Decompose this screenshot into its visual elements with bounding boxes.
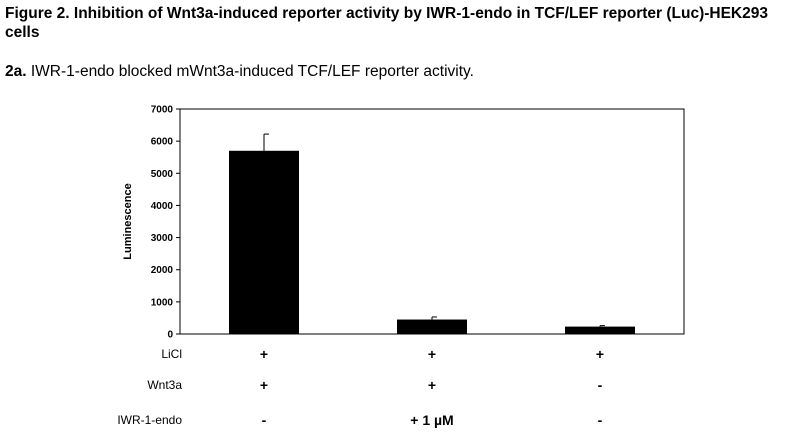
bar [565, 326, 635, 334]
condition-mark: + [596, 346, 604, 362]
panel-label: 2a. [5, 63, 27, 80]
y-tick-label: 5000 [151, 169, 174, 180]
condition-label: Wnt3a [147, 378, 182, 392]
panel-text: IWR-1-endo blocked mWnt3a-induced TCF/LE… [26, 63, 474, 80]
condition-mark: + [260, 377, 268, 393]
bar [397, 319, 467, 334]
y-axis-label: Luminescence [122, 183, 134, 259]
condition-mark: + 1 µM [410, 412, 453, 428]
y-tick-label: 3000 [151, 233, 174, 244]
condition-mark: - [598, 377, 603, 393]
plot-area: 0 1000 2000 3000 4000 5000 6000 7000 Luminescenc… [117, 105, 685, 428]
figure-title: Figure 2. Inhibition of Wnt3a-induced re… [5, 5, 768, 41]
y-tick-label: 7000 [151, 105, 174, 116]
y-tick-label: 1000 [151, 297, 174, 308]
condition-label: IWR-1-endo [117, 413, 182, 427]
condition-mark: + [260, 346, 268, 362]
condition-mark: - [598, 412, 603, 428]
y-tick-label: 0 [167, 330, 173, 341]
panel-caption: 2a. IWR-1-endo blocked mWnt3a-induced TC… [5, 63, 474, 81]
y-tick-label: 6000 [151, 137, 174, 148]
y-tick-label: 4000 [151, 201, 174, 212]
condition-mark: + [428, 377, 436, 393]
condition-mark: + [428, 346, 436, 362]
condition-label: LiCl [161, 347, 182, 361]
y-tick-label: 2000 [151, 265, 174, 276]
condition-mark: - [262, 412, 267, 428]
bar [229, 150, 299, 334]
